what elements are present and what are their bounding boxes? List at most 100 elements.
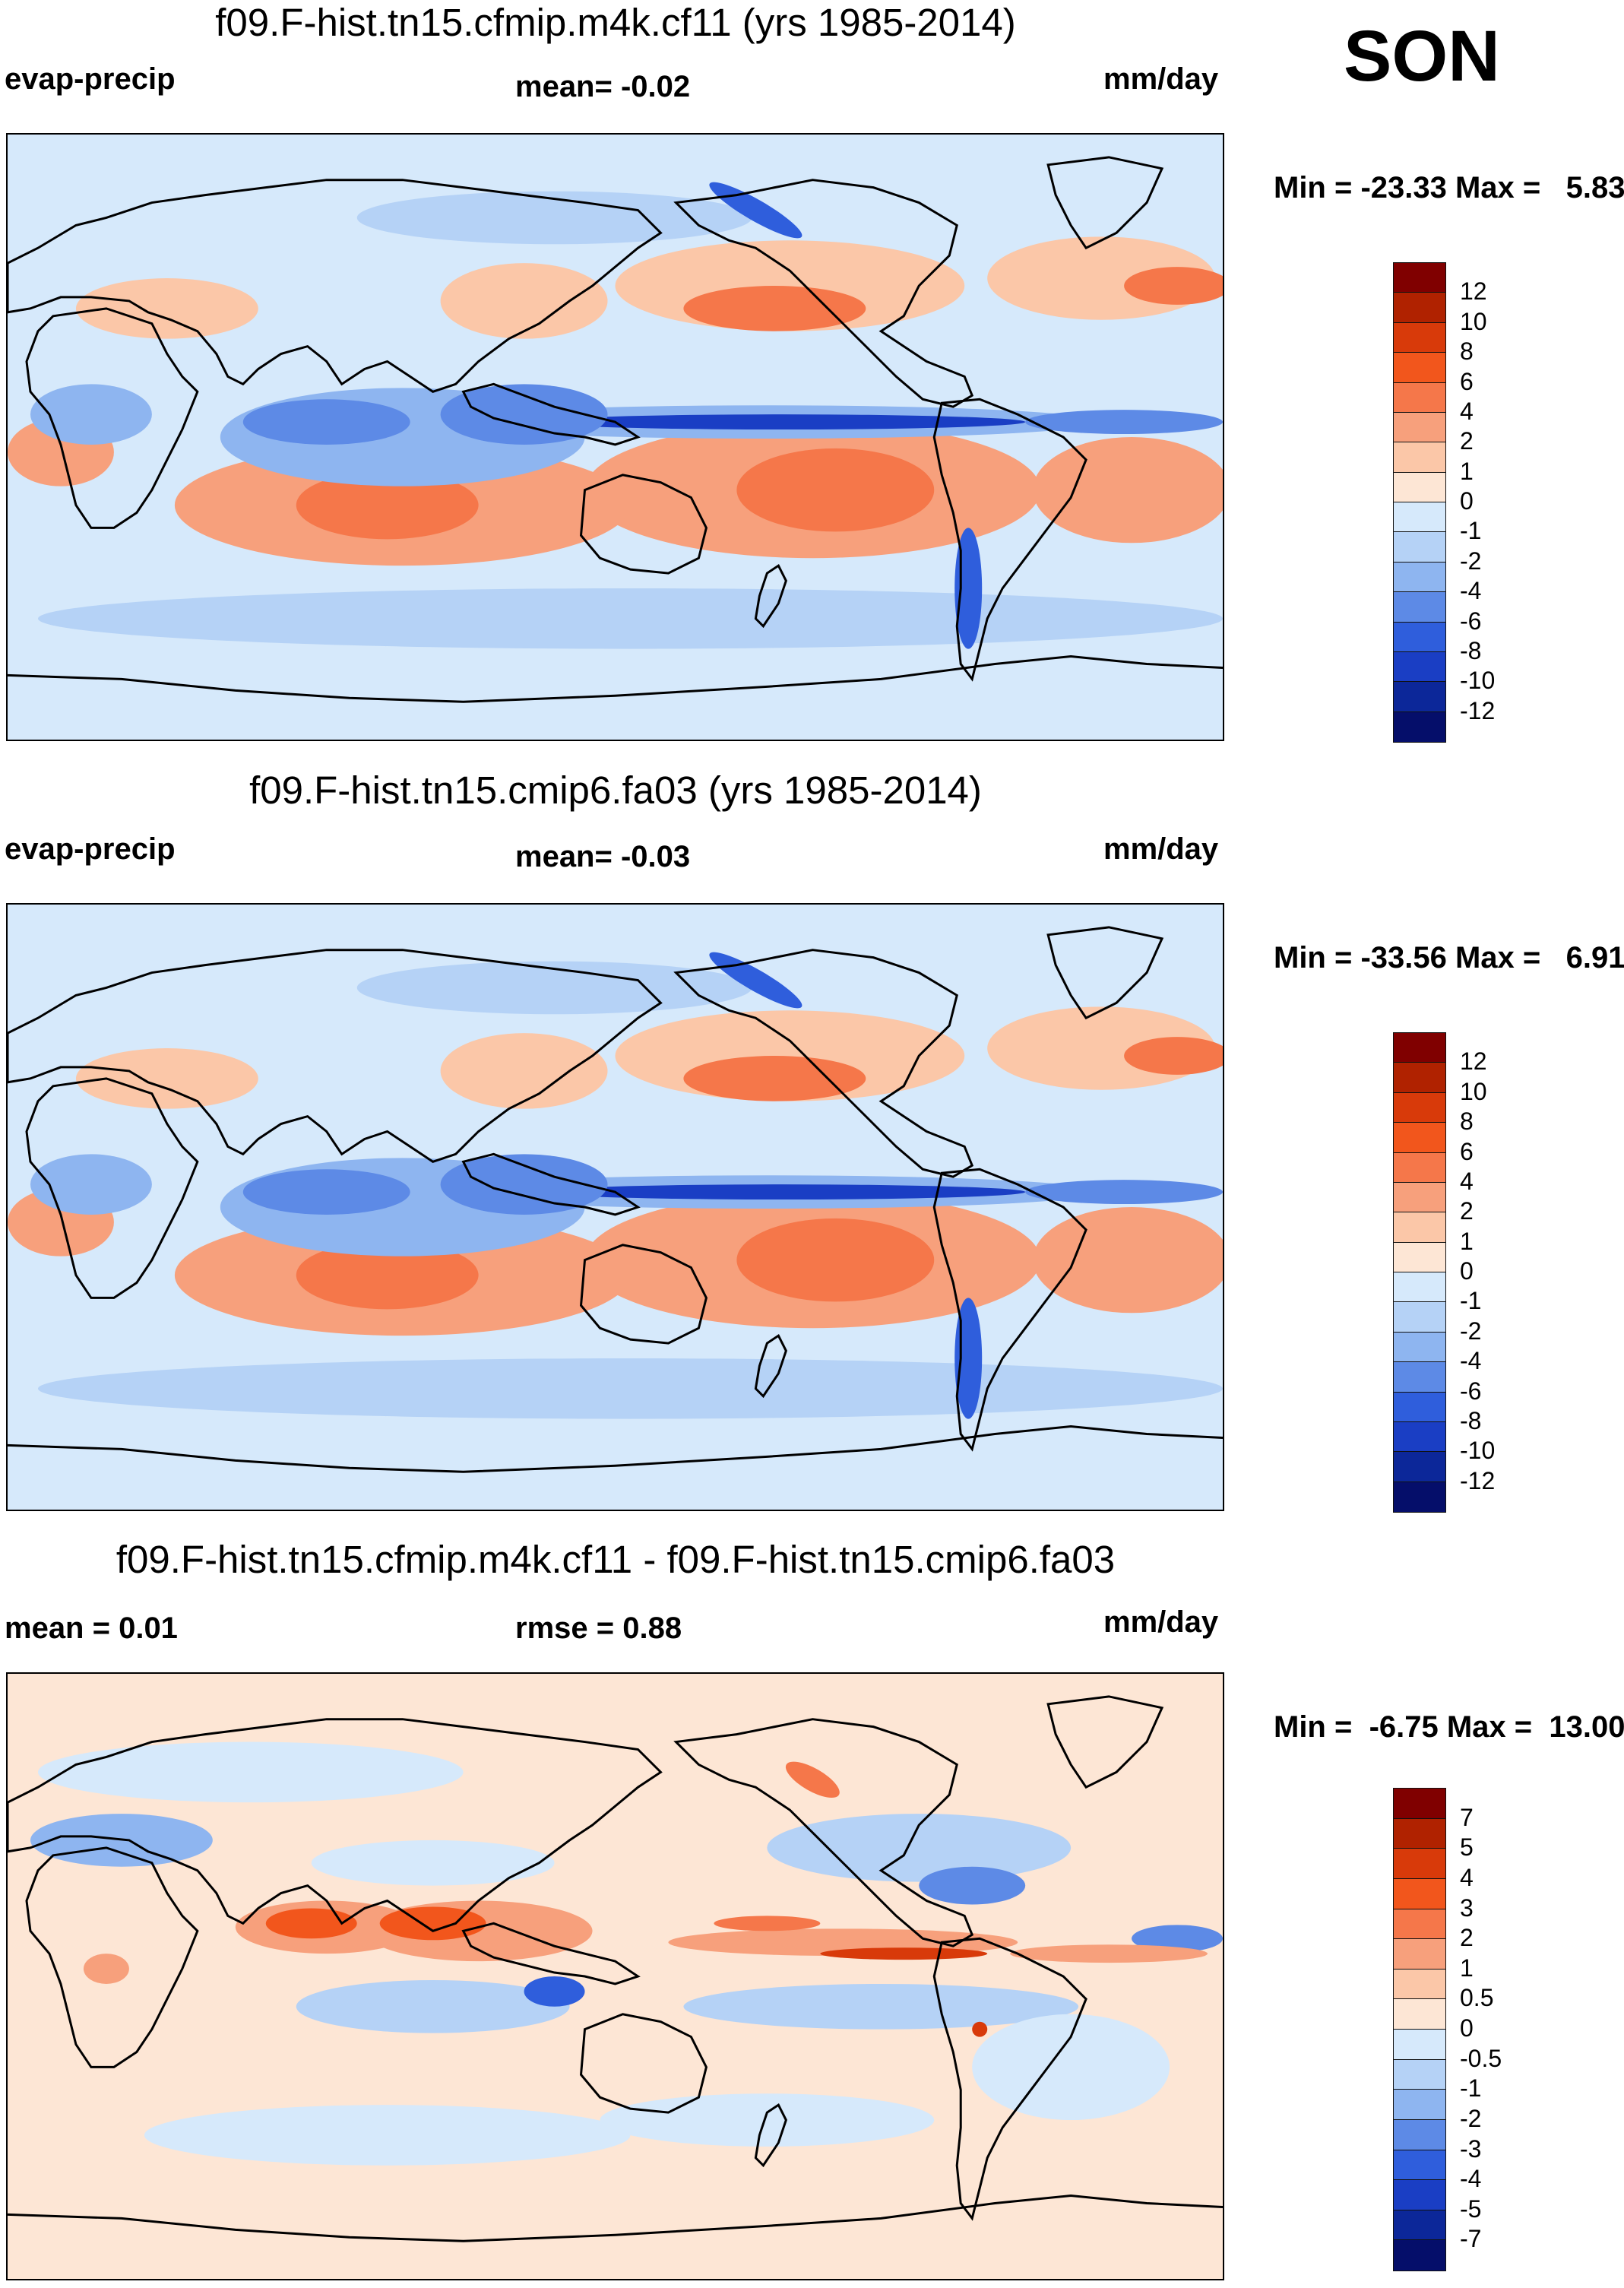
positive-core <box>785 1761 840 1798</box>
colorbar-tick-label: -1 <box>1460 2074 1482 2103</box>
colorbar-tick-label: -2 <box>1460 1317 1482 1345</box>
colorbar-tick-label: 0 <box>1460 2014 1474 2042</box>
panel3-rmse-label: rmse = 0.88 <box>515 1611 682 1645</box>
panel2-title: f09.F-hist.tn15.cmip6.fa03 (yrs 1985-201… <box>249 768 982 812</box>
panel3-units-label: mm/day <box>1103 1605 1219 1639</box>
colorbar-swatch <box>1393 711 1446 743</box>
colorbar-tick-label: -12 <box>1460 1466 1496 1494</box>
colorbar-tick-label: -1 <box>1460 1287 1482 1315</box>
colorbar-swatch <box>1393 1152 1446 1184</box>
negative-core <box>524 1976 585 2007</box>
positive-core <box>683 1056 866 1101</box>
colorbar-tick-label: 0.5 <box>1460 1984 1494 2012</box>
colorbar-tick-label: 5 <box>1460 1833 1474 1862</box>
negative-core <box>919 1866 1026 1905</box>
colorbar-tick-label: -4 <box>1460 1347 1482 1375</box>
colorbar-swatch <box>1393 531 1446 563</box>
panel3-title: f09.F-hist.tn15.cfmip.m4k.cf11 - f09.F-h… <box>116 1538 1116 1581</box>
positive-band <box>1033 437 1223 543</box>
colorbar-tick-label: -12 <box>1460 696 1496 724</box>
north-america-outline <box>673 949 974 1178</box>
colorbar-swatch <box>1393 322 1446 353</box>
colorbar-tick-label: 0 <box>1460 487 1474 515</box>
colorbar-tick-label: 2 <box>1460 1924 1474 1952</box>
positive-band <box>440 263 608 339</box>
colorbar-tick-label: -7 <box>1460 2225 1482 2253</box>
negative-band <box>683 1983 1079 2030</box>
colorbar-tick-label: -10 <box>1460 667 1496 695</box>
colorbar-swatch <box>1393 292 1446 324</box>
colorbar-swatch <box>1393 1331 1446 1363</box>
colorbar-tick-label: 7 <box>1460 1803 1474 1831</box>
africa-outline <box>25 1077 199 1299</box>
colorbar-tick-label: 1 <box>1460 1227 1474 1255</box>
greenland-outline <box>1046 926 1164 1020</box>
colorbar-swatch <box>1393 1212 1446 1244</box>
itcz-band <box>1025 410 1223 435</box>
africa-outline <box>25 307 199 529</box>
storm-track-band <box>356 191 752 245</box>
positive-core <box>683 286 866 331</box>
africa-outline <box>25 1846 199 2068</box>
europe-asia-outline <box>8 179 663 393</box>
itcz-core <box>539 1184 1026 1200</box>
negative-core <box>1132 1925 1223 1953</box>
greenland-outline <box>1046 1695 1164 1789</box>
weak-negative-band <box>600 2093 935 2147</box>
colorbar-tick-label: 12 <box>1460 1047 1487 1076</box>
colorbar-swatch <box>1393 1848 1446 1880</box>
colorbar-swatch <box>1393 1817 1446 1849</box>
colorbar-swatch <box>1393 681 1446 713</box>
colorbar-swatch <box>1393 2239 1446 2271</box>
colorbar-swatch <box>1393 1421 1446 1453</box>
warm-pool-core <box>242 1169 410 1215</box>
colorbar-swatch <box>1393 2058 1446 2090</box>
colorbar-swatch <box>1393 2149 1446 2181</box>
negative-band <box>296 1979 570 2033</box>
colorbar-swatch <box>1393 621 1446 653</box>
colorbar-tick-label: -6 <box>1460 1377 1482 1405</box>
positive-band <box>440 1033 608 1109</box>
colorbar-tick-label: 6 <box>1460 367 1474 395</box>
colorbar-swatch <box>1393 2179 1446 2211</box>
colorbar-swatch <box>1393 471 1446 503</box>
panel2-colorbar: 12 10 8 6 4 2 1 0 -1 -2 -4 -6 -8 -10 -12 <box>1393 1032 1495 1513</box>
colorbar-tick-label: -3 <box>1460 2134 1482 2163</box>
positive-band <box>75 278 258 339</box>
panel1-units-label: mm/day <box>1103 62 1219 96</box>
australia-outline <box>579 1244 708 1345</box>
colorbar-swatch <box>1393 1878 1446 1909</box>
warm-pool-core <box>242 399 410 445</box>
colorbar-tick-label: 1 <box>1460 1954 1474 1982</box>
antarctica-outline <box>8 2195 1223 2242</box>
itcz-core <box>539 414 1026 430</box>
colorbar-swatch <box>1393 502 1446 533</box>
positive-band <box>1033 1207 1223 1314</box>
new-zealand-outline <box>754 2103 787 2168</box>
positive-band <box>1010 1944 1208 1963</box>
colorbar-tick-label: 10 <box>1460 307 1487 335</box>
colorbar-swatch <box>1393 1481 1446 1513</box>
new-zealand-outline <box>754 1333 787 1399</box>
positive-core <box>296 471 479 540</box>
australia-outline <box>579 2013 708 2114</box>
africa-rain-band <box>30 1154 152 1215</box>
weak-negative-band <box>37 1741 464 1803</box>
colorbar-swatch <box>1393 2209 1446 2241</box>
colorbar-tick-label: -2 <box>1460 547 1482 575</box>
colorbar-swatch <box>1393 2118 1446 2150</box>
panel1-colorbar: 12 10 8 6 4 2 1 0 -1 -2 -4 -6 -8 -10 -12 <box>1393 262 1495 743</box>
colorbar-tick-label: -2 <box>1460 2104 1482 2132</box>
panel2-units-label: mm/day <box>1103 832 1219 866</box>
weak-negative-band <box>311 1840 555 1886</box>
positive-band <box>83 1954 129 1984</box>
colorbar-swatch <box>1393 262 1446 293</box>
maritime-continent-outline <box>461 1152 641 1216</box>
europe-asia-outline <box>8 949 663 1163</box>
antarctica-outline <box>8 655 1223 703</box>
positive-core <box>972 2021 988 2037</box>
colorbar-tick-label: -8 <box>1460 1406 1482 1434</box>
panel2-mean-label: mean= -0.03 <box>515 840 691 873</box>
new-zealand-outline <box>754 563 787 629</box>
colorbar-tick-label: 2 <box>1460 1197 1474 1225</box>
